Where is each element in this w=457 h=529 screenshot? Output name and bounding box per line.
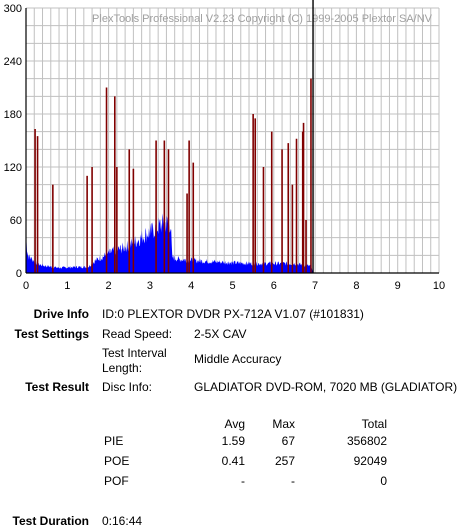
x-tick-label: 7 (312, 280, 318, 292)
drive-info-label: Drive Info (33, 307, 89, 321)
row-pof-total: 0 (380, 474, 387, 488)
drive-info-value: ID:0 PLEXTOR DVDR PX-712A V1.07 (#101831… (102, 307, 364, 321)
pie-series (26, 213, 314, 273)
row-poe-total: 92049 (353, 454, 387, 468)
test-interval-key: Test Interval (102, 346, 167, 360)
y-tick-label: 240 (4, 56, 22, 68)
test-settings-label: Test Settings (14, 327, 89, 341)
header-avg: Avg (224, 417, 245, 431)
pie-poe-chart: PlexTools Professional V2.23 Copyright (… (4, 0, 445, 292)
row-pie-max: 67 (281, 434, 295, 448)
x-tick-label: 3 (147, 280, 153, 292)
test-duration-value: 0:16:44 (102, 514, 143, 528)
x-tick-label: 0 (23, 280, 29, 292)
poe-series (34, 78, 312, 273)
y-tick-label: 0 (16, 268, 22, 280)
test-interval-key-line2: Length: (102, 361, 143, 375)
header-total: Total (361, 417, 387, 431)
row-pie-avg: 1.59 (221, 434, 245, 448)
read-speed-key: Read Speed: (102, 327, 173, 341)
disc-info-value: GLADIATOR DVD-ROM, 7020 MB (GLADIATOR) (194, 380, 457, 394)
y-tick-label: 60 (10, 215, 22, 227)
row-pie-total: 356802 (346, 434, 387, 448)
x-tick-label: 10 (433, 280, 445, 292)
disc-info-key: Disc Info: (102, 380, 153, 394)
read-speed-value: 2-5X CAV (194, 327, 247, 341)
row-pof-max: - (291, 474, 295, 488)
x-tick-label: 1 (64, 280, 70, 292)
row-poe-max: 257 (274, 454, 295, 468)
y-tick-label: 300 (4, 3, 22, 15)
chart-grid (25, 7, 440, 274)
y-tick-label: 120 (4, 162, 22, 174)
y-tick-label: 180 (4, 109, 22, 121)
x-tick-label: 4 (188, 280, 194, 292)
row-pof-avg: - (241, 474, 245, 488)
header-max: Max (272, 417, 295, 431)
test-result-label: Test Result (25, 380, 89, 394)
row-pof-name: POF (104, 474, 129, 488)
tick-labels: 0 60 120 180 240 300 0 1 2 3 4 5 6 7 8 9 10 (4, 3, 445, 292)
row-poe-avg: 0.41 (221, 454, 245, 468)
x-tick-label: 9 (395, 280, 401, 292)
row-pie-name: PIE (104, 434, 124, 448)
x-tick-label: 6 (271, 280, 277, 292)
x-tick-label: 8 (353, 280, 359, 292)
x-tick-label: 2 (106, 280, 112, 292)
x-tick-label: 5 (229, 280, 235, 292)
test-interval-value: Middle Accuracy (194, 352, 282, 366)
pie-area (26, 213, 314, 273)
test-duration-label: Test Duration (12, 514, 89, 528)
chart-watermark: PlexTools Professional V2.23 Copyright (… (92, 13, 433, 25)
chart-axes (25, 8, 439, 274)
row-poe-name: POE (104, 454, 130, 468)
